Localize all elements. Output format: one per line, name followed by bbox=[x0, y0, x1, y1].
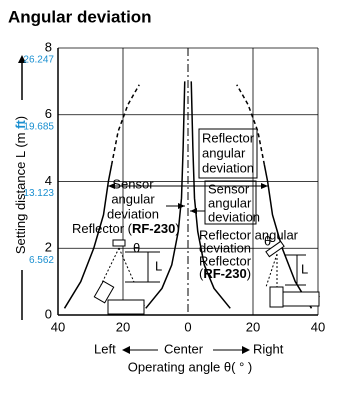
annotation: Reflector angular bbox=[199, 227, 299, 242]
arrow-head bbox=[122, 346, 130, 354]
annotation-part: RF-230 bbox=[132, 221, 175, 236]
annotation-part: ) bbox=[247, 266, 251, 281]
y-tick-label-ft: 6.562 bbox=[29, 255, 54, 266]
annotation: Sensor bbox=[112, 176, 154, 191]
arrow-head bbox=[108, 183, 115, 189]
annotation: deviation bbox=[202, 160, 254, 175]
annotation: deviation bbox=[107, 206, 159, 221]
reflector-icon bbox=[112, 239, 126, 247]
annotation: angular bbox=[111, 191, 155, 206]
beam bbox=[100, 247, 120, 286]
label-box bbox=[107, 299, 145, 315]
annotation: Reflector (RF-230) bbox=[72, 221, 180, 236]
sensor-left-icon bbox=[93, 239, 160, 315]
annotation: L bbox=[301, 261, 308, 276]
arrow-head bbox=[178, 203, 185, 209]
annotation: (RF-230) bbox=[199, 266, 251, 281]
annotation: L bbox=[155, 258, 162, 273]
curve bbox=[236, 84, 266, 165]
x-tick-label: 40 bbox=[51, 319, 65, 334]
reflector-icon bbox=[265, 240, 285, 258]
curve bbox=[110, 84, 140, 165]
y-label-part: Setting distance L (m bbox=[13, 133, 28, 255]
annotation-box bbox=[198, 128, 258, 179]
y-label: Setting distance L (m ft) bbox=[13, 116, 28, 254]
sensor-icon bbox=[93, 280, 115, 304]
x-tick-label: 20 bbox=[246, 319, 260, 334]
annotation: deviation bbox=[199, 240, 251, 255]
x-label-right: Right bbox=[253, 341, 284, 356]
curve bbox=[145, 81, 186, 309]
x-tick-label: 0 bbox=[184, 319, 191, 334]
annotation-box bbox=[204, 180, 257, 225]
y-tick-label: 2 bbox=[45, 240, 52, 255]
y-tick-label: 8 bbox=[45, 39, 52, 54]
y-tick-label-ft: 26.247 bbox=[23, 55, 54, 66]
curve bbox=[63, 164, 113, 309]
y-axis-label: Setting distance L (m ft) bbox=[13, 55, 28, 320]
y-tick-label-ft: 19.685 bbox=[23, 121, 54, 132]
y-tick-label: 4 bbox=[45, 173, 52, 188]
annotation: angular bbox=[208, 195, 252, 210]
x-label: Operating angle θ( ° ) bbox=[128, 359, 252, 374]
y-tick-label: 0 bbox=[45, 306, 52, 321]
annotation: Reflector bbox=[199, 253, 252, 268]
x-label-center: Center bbox=[164, 341, 204, 356]
arrow-head bbox=[242, 346, 250, 354]
annotation-part: RF-230 bbox=[203, 266, 246, 281]
annotation-part: ) bbox=[175, 221, 179, 236]
annotation: deviation bbox=[208, 209, 260, 224]
x-label-left: Left bbox=[94, 341, 116, 356]
y-label-part: ) bbox=[13, 116, 28, 120]
annotation: angular bbox=[202, 145, 246, 160]
curve bbox=[263, 164, 313, 309]
annotation-part: Reflector ( bbox=[72, 221, 133, 236]
arrow-head bbox=[18, 55, 26, 63]
x-tick-label: 20 bbox=[116, 319, 130, 334]
annotation: Reflector bbox=[202, 130, 255, 145]
chart-title: Angular deviation bbox=[8, 7, 152, 26]
sensor-right-icon bbox=[265, 240, 320, 308]
annotation: θ bbox=[133, 240, 140, 255]
y-label-unit: ft bbox=[13, 120, 28, 129]
y-tick-label: 6 bbox=[45, 106, 52, 121]
annotation: Sensor bbox=[208, 181, 250, 196]
beam bbox=[118, 247, 135, 283]
x-tick-label: 40 bbox=[311, 319, 325, 334]
annotation-part: ( bbox=[199, 266, 204, 281]
label-box bbox=[282, 291, 320, 307]
curve bbox=[190, 81, 231, 309]
y-tick-label-ft: 13.123 bbox=[23, 188, 54, 199]
beam bbox=[265, 253, 278, 288]
sensor-icon bbox=[269, 286, 284, 308]
arrow-head bbox=[190, 208, 197, 214]
arrow-head bbox=[261, 183, 268, 189]
annotation: θ bbox=[264, 233, 271, 248]
